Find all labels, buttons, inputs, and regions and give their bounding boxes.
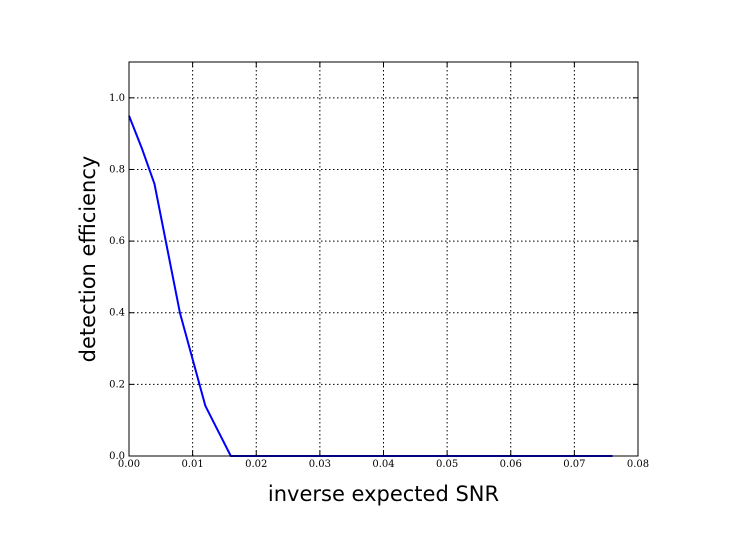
x-tick-label: 0.01 xyxy=(181,459,203,470)
y-tick-label: 0.2 xyxy=(109,379,125,390)
x-tick-label: 0.03 xyxy=(309,459,331,470)
y-axis-label: detection efficiency xyxy=(76,156,100,363)
x-tick-label: 0.04 xyxy=(372,459,394,470)
y-tick-label: 0.8 xyxy=(109,164,125,175)
y-tick-label: 0.4 xyxy=(109,308,125,319)
x-axis-label: inverse expected SNR xyxy=(268,482,499,506)
x-tick-label: 0.02 xyxy=(245,459,267,470)
y-tick-label: 0.6 xyxy=(109,236,125,247)
series-layer xyxy=(128,115,613,457)
grid xyxy=(128,62,639,457)
y-tick-label: 0.0 xyxy=(109,451,125,462)
x-tick-label: 0.07 xyxy=(563,459,585,470)
x-tick-label: 0.05 xyxy=(436,459,458,470)
series-line xyxy=(128,115,613,457)
x-tick-label: 0.08 xyxy=(627,459,649,470)
x-tick-label: 0.00 xyxy=(118,459,140,470)
x-tick-label: 0.06 xyxy=(500,459,522,470)
y-tick-label: 1.0 xyxy=(109,93,125,104)
ticks: 0.00 0.01 0.02 0.03 0.04 0.05 0.06 0.07 0.08 0.0 0… xyxy=(109,62,649,470)
